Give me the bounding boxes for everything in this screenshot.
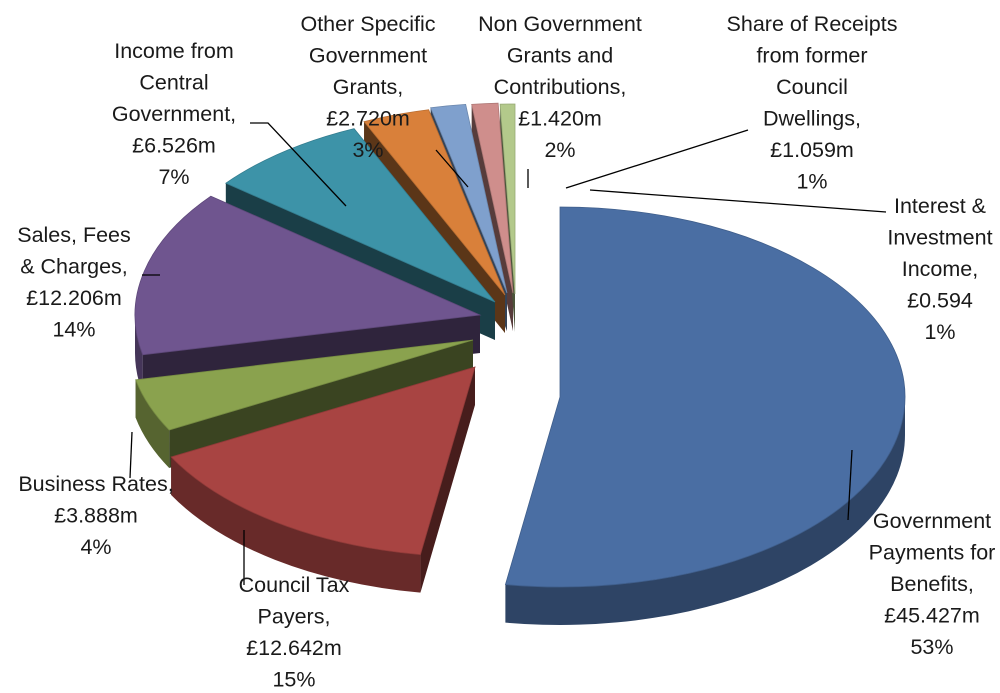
non-gov-label-line: £1.420m (518, 107, 602, 131)
gov-benefits-label-line: Payments for (869, 541, 996, 565)
gov-benefits-label-line: 53% (910, 635, 953, 659)
council-dwellings-label-line: Council (776, 75, 848, 99)
council-tax-label-line: £12.642m (246, 636, 342, 660)
central-gov-label-line: Central (139, 71, 208, 95)
council-tax-label-line: Council Tax (239, 573, 350, 597)
sales-fees-data-label: Sales, Fees & Charges, £12.206m 14% (17, 223, 131, 342)
council-tax-wall-0-side (420, 367, 475, 593)
gov-benefits-slice (504, 206, 906, 588)
council-dwellings-leader-line (565, 129, 749, 189)
central-gov-label-line: Income from (114, 39, 233, 63)
non-gov-label-line: Contributions, (494, 75, 627, 99)
other-specific-data-label: Other Specific Government Grants, £2.720m 3% (300, 12, 435, 162)
sales-fees-label-line: £12.206m (26, 286, 122, 310)
other-specific-slice (363, 109, 506, 296)
slice-tops (134, 102, 906, 588)
central-gov-slice (225, 128, 496, 303)
business-rates-data-label: Business Rates, £3.888m 4% (18, 472, 173, 559)
sales-fees-outer-0-side (135, 315, 143, 393)
non-gov-data-label: Non Government Grants and Contributions, £1… (478, 12, 642, 162)
interest-label-line: £0.594 (907, 289, 973, 313)
council-dwellings-label-line: Share of Receipts (727, 12, 898, 36)
interest-data-label: Interest & Investment Income, £0.594 1% (887, 194, 992, 344)
business-rates-label-line: Business Rates, (18, 472, 173, 496)
other-specific-leader-line (435, 149, 469, 188)
interest-leader-line (589, 189, 887, 213)
sales-fees-label-line: & Charges, (20, 255, 128, 279)
central-gov-label-line: Government, (112, 102, 236, 126)
central-gov-leader-line (250, 122, 347, 207)
gov-benefits-label-line: Benefits, (890, 572, 974, 596)
council-dwellings-label-line: 1% (796, 170, 827, 194)
interest-slice (499, 103, 516, 295)
data-labels: Government Payments for Benefits, £45.427m 5… (17, 12, 996, 692)
business-rates-outer-0-side (135, 379, 170, 469)
gov-benefits-label-line: Government (873, 509, 991, 533)
non-gov-label-line: Non Government (478, 12, 642, 36)
sales-fees-label-line: 14% (52, 318, 95, 342)
other-specific-label-line: £2.720m (326, 107, 410, 131)
business-rates-slice (135, 339, 474, 431)
business-rates-label-line: £3.888m (54, 504, 138, 528)
other-specific-label-line: Other Specific (300, 12, 435, 36)
gov-benefits-label-line: £45.427m (884, 604, 980, 628)
interest-label-line: Income, (902, 257, 978, 281)
council-dwellings-label-line: from former (756, 44, 867, 68)
non-gov-label-line: Grants and (507, 44, 613, 68)
sales-fees-slice (134, 195, 482, 356)
central-gov-data-label: Income from Central Government, £6.526m 7% (112, 39, 236, 189)
council-tax-outer-0-side (171, 457, 421, 593)
other-specific-label-line: 3% (352, 138, 383, 162)
interest-label-line: Interest & (894, 194, 986, 218)
interest-label-line: 1% (924, 320, 955, 344)
council-dwellings-data-label: Share of Receipts from former Council Dwell… (727, 12, 898, 194)
council-dwellings-slice (471, 102, 514, 294)
non-gov-label-line: 2% (544, 138, 575, 162)
central-gov-label-line: 7% (158, 165, 189, 189)
sales-fees-label-line: Sales, Fees (17, 223, 131, 247)
interest-label-line: Investment (887, 226, 992, 250)
business-rates-leader-line (129, 431, 133, 479)
non-gov-slice (430, 103, 508, 294)
gov-benefits-outer-0-side (505, 397, 905, 625)
council-tax-label-line: Payers, (258, 605, 331, 629)
council-dwellings-label-line: £1.059m (770, 138, 854, 162)
leader-lines (129, 122, 887, 585)
other-specific-label-line: Grants, (333, 75, 404, 99)
council-tax-data-label: Council Tax Payers, £12.642m 15% (239, 573, 350, 688)
council-tax-label-line: 15% (272, 668, 315, 689)
other-specific-label-line: Government (309, 44, 427, 68)
gov-benefits-leader-line (847, 449, 853, 521)
business-rates-label-line: 4% (80, 535, 111, 559)
gov-benefits-data-label: Government Payments for Benefits, £45.427m 5… (869, 509, 996, 659)
council-tax-slice (170, 366, 476, 556)
central-gov-label-line: £6.526m (132, 134, 216, 158)
council-dwellings-label-line: Dwellings, (763, 107, 861, 131)
